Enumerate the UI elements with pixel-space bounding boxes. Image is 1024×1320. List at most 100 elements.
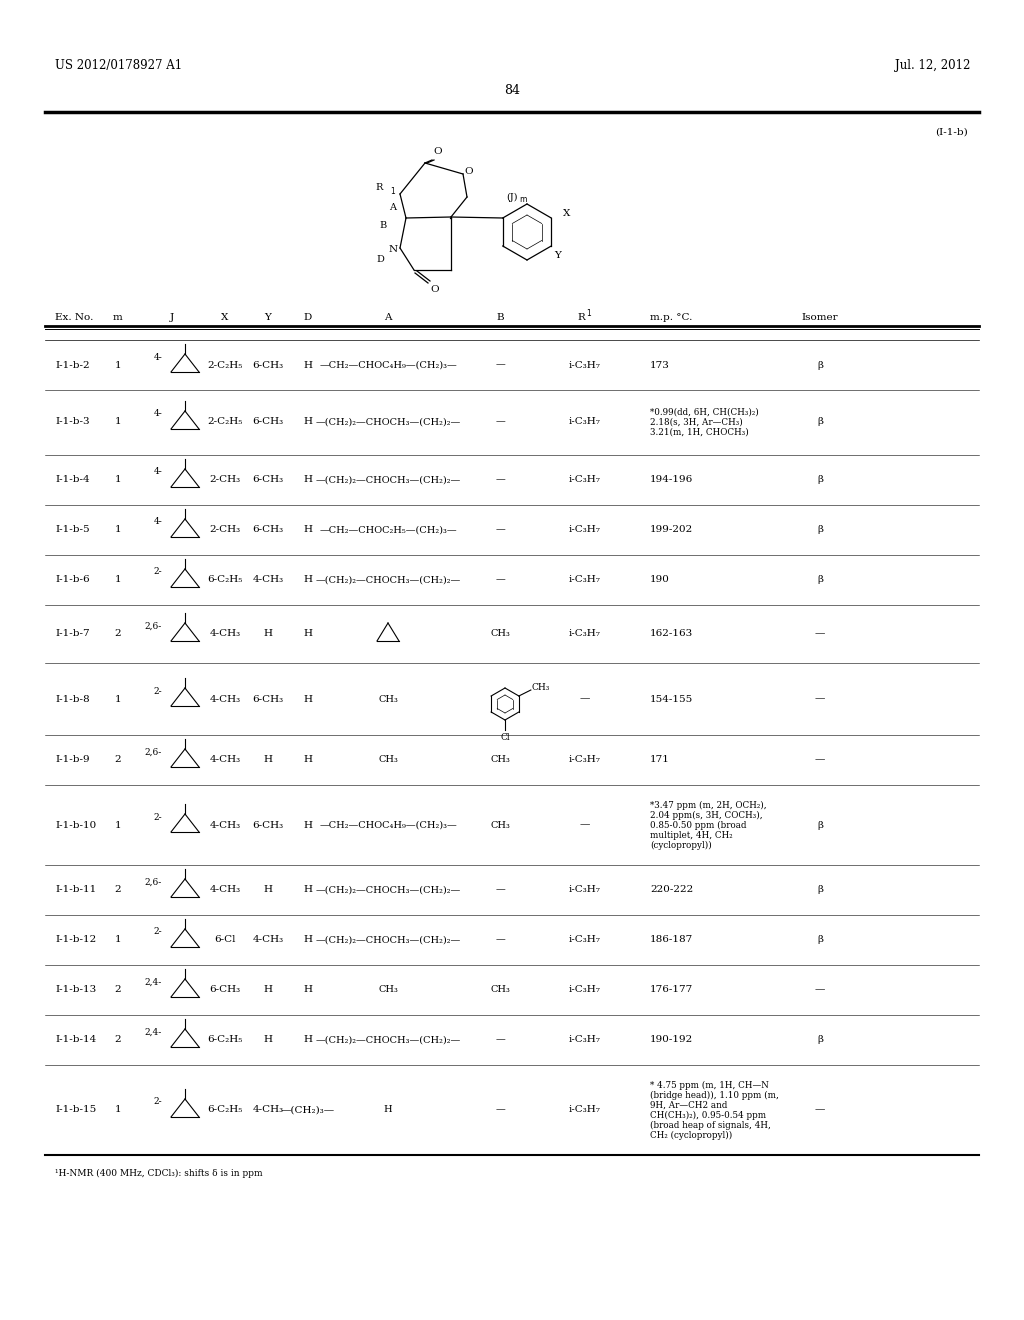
Text: 4-CH₃: 4-CH₃ [253, 1106, 284, 1114]
Text: H: H [263, 630, 272, 639]
Text: Jul. 12, 2012: Jul. 12, 2012 [895, 58, 970, 71]
Text: N: N [388, 246, 397, 255]
Text: 1: 1 [586, 309, 591, 318]
Text: 2: 2 [115, 986, 121, 994]
Text: i-C₃H₇: i-C₃H₇ [569, 886, 601, 895]
Text: X: X [563, 209, 570, 218]
Text: i-C₃H₇: i-C₃H₇ [569, 576, 601, 585]
Text: 2-CH₃: 2-CH₃ [210, 525, 241, 535]
Text: —: — [496, 936, 505, 945]
Text: —(CH₂)₂—CHOCH₃—(CH₂)₂—: —(CH₂)₂—CHOCH₃—(CH₂)₂— [315, 576, 461, 585]
Text: β: β [817, 360, 823, 370]
Text: 1: 1 [115, 475, 121, 484]
Text: 2-CH₃: 2-CH₃ [210, 475, 241, 484]
Text: i-C₃H₇: i-C₃H₇ [569, 986, 601, 994]
Text: 6-CH₃: 6-CH₃ [253, 475, 284, 484]
Text: O: O [465, 168, 473, 177]
Text: H: H [303, 475, 312, 484]
Text: I-1-b-11: I-1-b-11 [55, 886, 96, 895]
Text: H: H [303, 755, 312, 764]
Text: I-1-b-12: I-1-b-12 [55, 936, 96, 945]
Text: i-C₃H₇: i-C₃H₇ [569, 1035, 601, 1044]
Text: 4-CH₃: 4-CH₃ [210, 755, 241, 764]
Text: I-1-b-6: I-1-b-6 [55, 576, 90, 585]
Text: 4-: 4- [154, 352, 162, 362]
Text: —(CH₂)₂—CHOCH₃—(CH₂)₂—: —(CH₂)₂—CHOCH₃—(CH₂)₂— [315, 936, 461, 945]
Text: —: — [496, 525, 505, 535]
Text: 4-: 4- [154, 467, 162, 477]
Text: H: H [303, 525, 312, 535]
Text: H: H [303, 986, 312, 994]
Text: CH₃: CH₃ [531, 684, 550, 693]
Text: I-1-b-9: I-1-b-9 [55, 755, 90, 764]
Text: 2: 2 [115, 755, 121, 764]
Text: H: H [303, 576, 312, 585]
Text: Y: Y [555, 251, 561, 260]
Text: * 4.75 ppm (m, 1H, CH—N: * 4.75 ppm (m, 1H, CH—N [650, 1081, 769, 1089]
Text: 4-: 4- [154, 517, 162, 527]
Text: J: J [170, 314, 174, 322]
Text: —(CH₂)₂—CHOCH₃—(CH₂)₂—: —(CH₂)₂—CHOCH₃—(CH₂)₂— [315, 417, 461, 426]
Text: 3.21(m, 1H, CHOCH₃): 3.21(m, 1H, CHOCH₃) [650, 428, 749, 437]
Text: i-C₃H₇: i-C₃H₇ [569, 1106, 601, 1114]
Text: R: R [578, 314, 585, 322]
Text: β: β [817, 576, 823, 585]
Text: —: — [496, 886, 505, 895]
Text: I-1-b-2: I-1-b-2 [55, 360, 90, 370]
Text: I-1-b-5: I-1-b-5 [55, 525, 90, 535]
Text: i-C₃H₇: i-C₃H₇ [569, 630, 601, 639]
Text: CH₃: CH₃ [378, 755, 398, 764]
Text: I-1-b-3: I-1-b-3 [55, 417, 90, 426]
Text: 2,6-: 2,6- [144, 878, 162, 887]
Text: Isomer: Isomer [802, 314, 839, 322]
Text: i-C₃H₇: i-C₃H₇ [569, 525, 601, 535]
Text: H: H [303, 360, 312, 370]
Text: i-C₃H₇: i-C₃H₇ [569, 475, 601, 484]
Text: (I-1-b): (I-1-b) [935, 128, 968, 136]
Text: —CH₂—CHOC₂H₅—(CH₂)₃—: —CH₂—CHOC₂H₅—(CH₂)₃— [319, 525, 457, 535]
Text: 2.18(s, 3H, Ar—CH₃): 2.18(s, 3H, Ar—CH₃) [650, 417, 742, 426]
Text: 4-CH₃: 4-CH₃ [253, 936, 284, 945]
Text: 2-: 2- [154, 1097, 162, 1106]
Text: 176-177: 176-177 [650, 986, 693, 994]
Text: 1: 1 [115, 936, 121, 945]
Text: 4-: 4- [154, 409, 162, 418]
Text: 2: 2 [115, 1035, 121, 1044]
Text: 4-CH₃: 4-CH₃ [253, 576, 284, 585]
Text: CH(CH₃)₂), 0.95-0.54 ppm: CH(CH₃)₂), 0.95-0.54 ppm [650, 1110, 766, 1119]
Text: I-1-b-7: I-1-b-7 [55, 630, 90, 639]
Text: CH₃: CH₃ [490, 755, 510, 764]
Text: —: — [580, 694, 590, 704]
Text: —: — [815, 630, 825, 639]
Text: β: β [817, 886, 823, 895]
Text: β: β [817, 417, 823, 426]
Text: 2-: 2- [154, 686, 162, 696]
Text: 1: 1 [115, 1106, 121, 1114]
Text: 1: 1 [115, 694, 121, 704]
Text: 162-163: 162-163 [650, 630, 693, 639]
Text: ¹H-NMR (400 MHz, CDCl₃): shifts δ is in ppm: ¹H-NMR (400 MHz, CDCl₃): shifts δ is in … [55, 1168, 262, 1177]
Text: H: H [303, 821, 312, 829]
Text: Ex. No.: Ex. No. [55, 314, 93, 322]
Text: 2: 2 [115, 630, 121, 639]
Text: —: — [496, 1035, 505, 1044]
Text: —CH₂—CHOC₄H₉—(CH₂)₃—: —CH₂—CHOC₄H₉—(CH₂)₃— [319, 821, 457, 829]
Text: 2-C₂H₅: 2-C₂H₅ [207, 417, 243, 426]
Text: D: D [376, 256, 384, 264]
Text: —(CH₂)₂—CHOCH₃—(CH₂)₂—: —(CH₂)₂—CHOCH₃—(CH₂)₂— [315, 475, 461, 484]
Text: 6-CH₃: 6-CH₃ [253, 821, 284, 829]
Text: 6-CH₃: 6-CH₃ [253, 417, 284, 426]
Text: *3.47 ppm (m, 2H, OCH₂),: *3.47 ppm (m, 2H, OCH₂), [650, 800, 767, 809]
Text: CH₃: CH₃ [490, 630, 510, 639]
Text: 6-CH₃: 6-CH₃ [253, 360, 284, 370]
Text: Cl: Cl [500, 734, 510, 742]
Text: O: O [431, 285, 439, 294]
Text: H: H [263, 886, 272, 895]
Text: CH₃: CH₃ [378, 986, 398, 994]
Text: —: — [815, 1106, 825, 1114]
Text: H: H [303, 630, 312, 639]
Text: US 2012/0178927 A1: US 2012/0178927 A1 [55, 58, 182, 71]
Text: CH₃: CH₃ [378, 694, 398, 704]
Text: B: B [497, 314, 504, 322]
Text: 2-C₂H₅: 2-C₂H₅ [207, 360, 243, 370]
